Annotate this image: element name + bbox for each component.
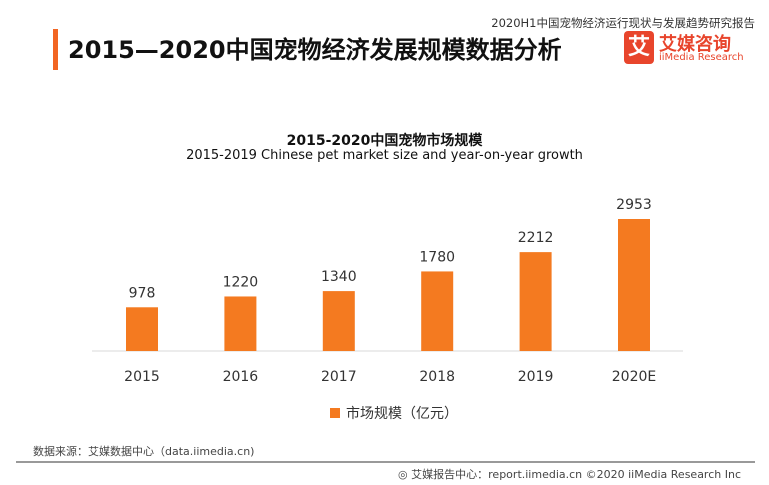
bar-2018 [421, 271, 454, 351]
bar-2020E [618, 219, 650, 351]
bar-2017 [322, 291, 355, 351]
footer-divider [16, 461, 755, 463]
legend: 市场规模（亿元） [330, 403, 458, 423]
x-tick-label-2019: 2019 [518, 369, 554, 385]
data-label-2019: 2212 [518, 230, 554, 246]
logo-text-en: iiMedia Research [659, 52, 744, 63]
bar-2015 [126, 307, 158, 351]
chart-title: 2015-2020中国宠物市场规模 [286, 133, 483, 149]
bar-2016 [224, 296, 257, 351]
x-tick-label-2016: 2016 [223, 369, 259, 385]
footer-credit-text: 艾媒报告中心：report.iimedia.cn ©2020 iiMedia R… [411, 468, 741, 481]
bar-2019 [519, 252, 552, 351]
data-label-2015: 978 [129, 285, 156, 301]
x-tick-label-2018: 2018 [419, 369, 455, 385]
logo-text-cn: 艾媒咨询 [659, 34, 731, 55]
title-accent-bar [53, 29, 58, 70]
legend-swatch [330, 408, 340, 418]
report-name: 2020H1中国宠物经济运行现状与发展趋势研究报告 [491, 16, 755, 30]
legend-label: 市场规模（亿元） [346, 406, 458, 422]
x-tick-label-2015: 2015 [124, 369, 160, 385]
data-source: 数据来源：艾媒数据中心（data.iimedia.cn) [33, 445, 255, 458]
x-tick-label-2020E: 2020E [612, 369, 656, 385]
footer-credit: ◎ 艾媒报告中心：report.iimedia.cn ©2020 iiMedia… [398, 468, 741, 481]
data-label-2016: 1220 [223, 274, 259, 290]
chart-subtitle: 2015-2019 Chinese pet market size and ye… [186, 148, 583, 163]
x-tick-label-2017: 2017 [321, 369, 357, 385]
data-label-2020E: 2953 [616, 197, 652, 213]
data-label-2018: 1780 [419, 249, 455, 265]
page-title: 2015—2020中国宠物经济发展规模数据分析 [68, 36, 562, 64]
logo-icon: 艾 [624, 31, 654, 64]
data-label-2017: 1340 [321, 269, 357, 285]
